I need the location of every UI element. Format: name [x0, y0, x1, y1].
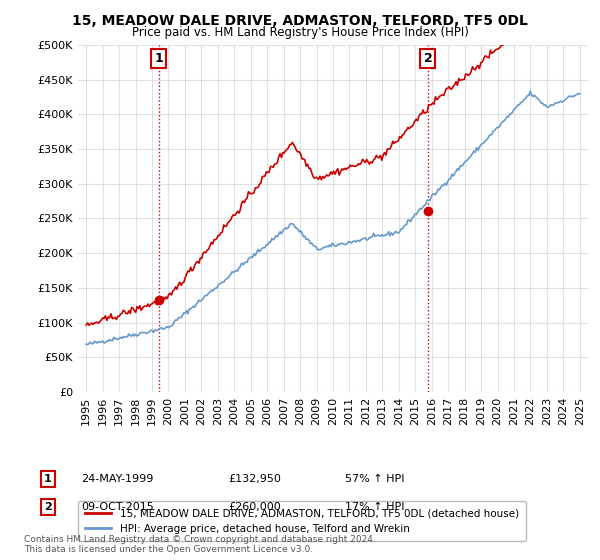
- Text: 17% ↑ HPI: 17% ↑ HPI: [345, 502, 404, 512]
- Text: 15, MEADOW DALE DRIVE, ADMASTON, TELFORD, TF5 0DL: 15, MEADOW DALE DRIVE, ADMASTON, TELFORD…: [72, 14, 528, 28]
- Text: 57% ↑ HPI: 57% ↑ HPI: [345, 474, 404, 484]
- Text: 2: 2: [424, 52, 433, 65]
- Text: Price paid vs. HM Land Registry's House Price Index (HPI): Price paid vs. HM Land Registry's House …: [131, 26, 469, 39]
- Text: £260,000: £260,000: [228, 502, 281, 512]
- Legend: 15, MEADOW DALE DRIVE, ADMASTON, TELFORD, TF5 0DL (detached house), HPI: Average: 15, MEADOW DALE DRIVE, ADMASTON, TELFORD…: [78, 501, 526, 541]
- Text: 24-MAY-1999: 24-MAY-1999: [81, 474, 154, 484]
- Text: £132,950: £132,950: [228, 474, 281, 484]
- Text: Contains HM Land Registry data © Crown copyright and database right 2024.
This d: Contains HM Land Registry data © Crown c…: [24, 535, 376, 554]
- Text: 1: 1: [44, 474, 52, 484]
- Text: 1: 1: [154, 52, 163, 65]
- Text: 09-OCT-2015: 09-OCT-2015: [81, 502, 154, 512]
- Text: 2: 2: [44, 502, 52, 512]
